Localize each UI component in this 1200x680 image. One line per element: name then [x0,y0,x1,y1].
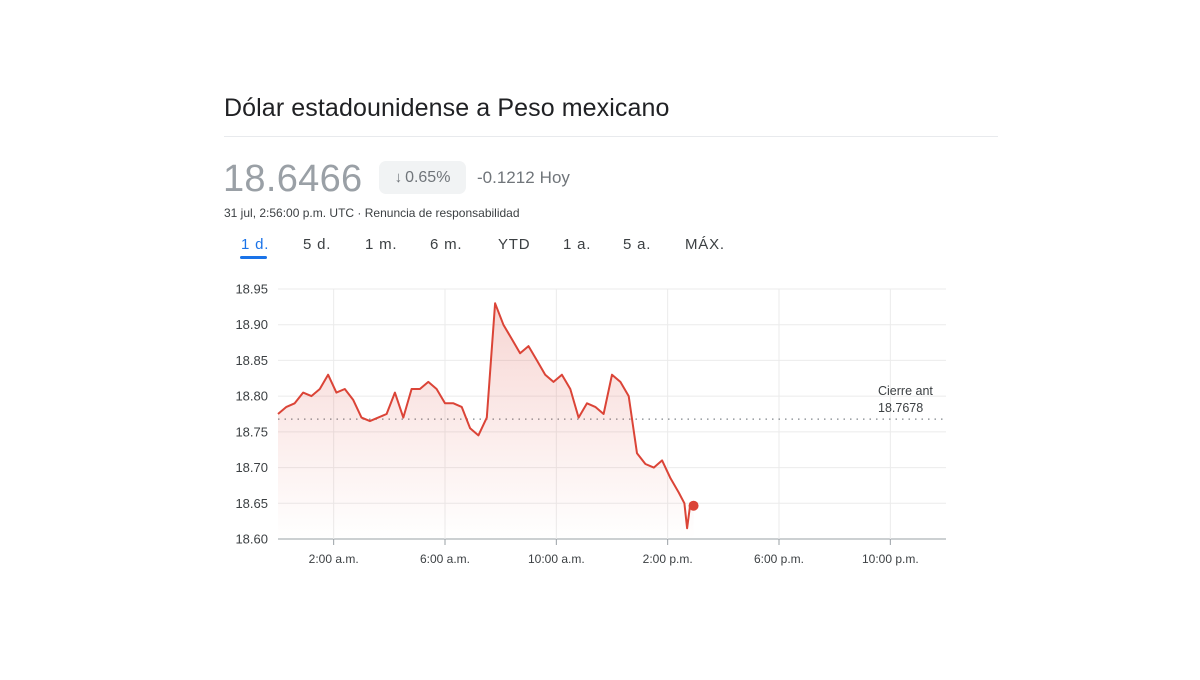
x-tick-label: 6:00 p.m. [754,552,804,566]
y-tick-label: 18.95 [235,282,268,297]
change-summary: -0.1212 Hoy [477,168,575,188]
change-absolute: -0.1212 [477,168,535,187]
y-tick-label: 18.60 [235,532,268,547]
change-percent-value: 0.65% [405,168,451,186]
tab-5d[interactable]: 5 d. [303,236,332,253]
y-tick-label: 18.85 [235,353,268,368]
current-value-point [688,500,699,511]
series-line [277,302,694,530]
change-percent-badge: ↓ 0.65% [379,161,466,194]
y-tick-label: 18.80 [235,389,268,404]
x-tick-label: 10:00 p.m. [862,552,919,566]
y-tick-label: 18.75 [235,424,268,439]
x-tick-label: 2:00 p.m. [643,552,693,566]
quote-timestamp: 31 jul, 2:56:00 p.m. UTC [224,206,355,220]
tab-1y[interactable]: 1 a. [563,236,592,253]
tab-6m[interactable]: 6 m. [430,236,463,253]
meta-separator: · [357,206,362,220]
tab-1m[interactable]: 1 m. [365,236,398,253]
page-title: Dólar estadounidense a Peso mexicano [224,94,670,122]
x-tick-label: 2:00 a.m. [309,552,359,566]
disclaimer-link[interactable]: Renuncia de responsabilidad [364,206,520,220]
y-tick-label: 18.65 [235,496,268,511]
change-period: Hoy [539,168,570,187]
current-price: 18.6466 [223,158,363,200]
y-tick-label: 18.70 [235,460,268,475]
x-tick-label: 10:00 a.m. [528,552,585,566]
y-tick-label: 18.90 [235,317,268,332]
active-tab-indicator [240,256,267,259]
x-tick-label: 6:00 a.m. [420,552,470,566]
title-divider [224,136,998,137]
previous-close-value: 18.7678 [878,401,923,415]
previous-close-label: Cierre ant [878,384,933,398]
arrow-down-icon: ↓ [394,169,403,186]
quote-meta: 31 jul, 2:56:00 p.m. UTC · Renuncia de r… [224,206,520,220]
tab-1d[interactable]: 1 d. [241,236,270,253]
tab-5y[interactable]: 5 a. [623,236,652,253]
tab-ytd[interactable]: YTD [498,236,531,253]
tab-max[interactable]: MÁX. [685,236,725,253]
